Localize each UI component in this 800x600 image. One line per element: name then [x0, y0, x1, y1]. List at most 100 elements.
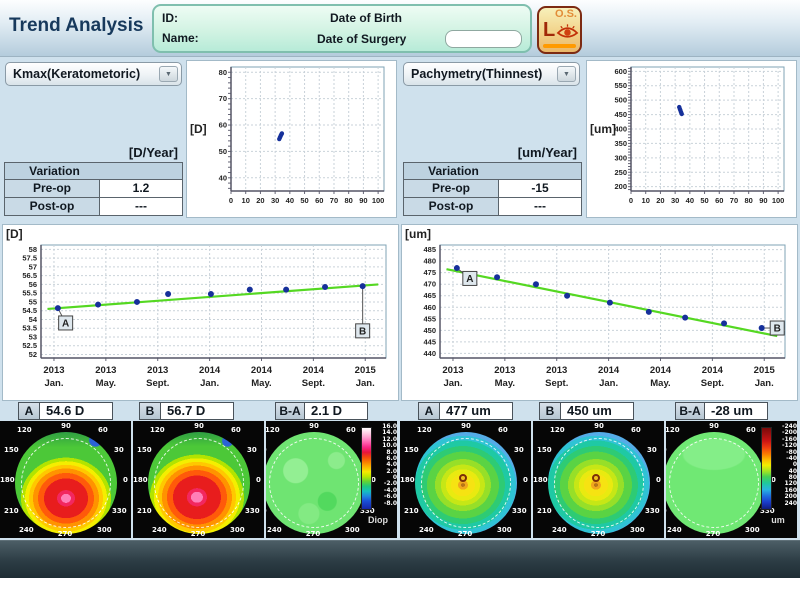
topography-map-axial-difference-map: 901206015030180021033024030027016.014.01…	[266, 421, 397, 538]
table-row: Pre-op -15	[403, 180, 582, 198]
marker-a-label: A	[18, 402, 40, 420]
svg-text:470: 470	[423, 280, 436, 289]
svg-text:300: 300	[614, 153, 627, 162]
pachymetry-scatter-panel: 200 250 300 350 400 450 500 550 600 0 10 20 30 40 50 60…	[586, 60, 797, 218]
svg-text:[D]: [D]	[190, 122, 207, 136]
scale-tick-label: -240	[781, 423, 797, 430]
svg-text:400: 400	[614, 125, 627, 134]
result-b-right: B 450 um	[539, 402, 634, 420]
marker-diff-value: 2.1 D	[304, 402, 368, 420]
scale-tick-label: 120	[784, 480, 797, 488]
metric-dropdown-left-value: Kmax(Keratometoric)	[13, 67, 141, 81]
scale-tick-label: 40	[788, 467, 797, 475]
map-core: 90 120 60 150 30 180 0 210 330 240 300 270	[0, 421, 131, 538]
svg-text:56.5: 56.5	[22, 271, 37, 280]
svg-text:Jan.: Jan.	[356, 378, 375, 389]
table-row: Post-op ---	[4, 198, 183, 216]
svg-text:60: 60	[715, 196, 723, 205]
scale-tick-label: 4.0	[386, 461, 397, 469]
rate-unit-right: [um/Year]	[517, 145, 577, 160]
angle-label: 150	[266, 446, 267, 454]
angle-label: 0	[771, 476, 776, 484]
svg-text:May.: May.	[495, 378, 515, 389]
angle-label: 30	[114, 446, 124, 454]
marker-a-value: 477 um	[439, 402, 513, 420]
kmax-scatter-panel: 40 50 60 70 80 0 10 20 30 40 50 60 70 80 90 100 [D]	[186, 60, 397, 218]
preop-value: -15	[499, 180, 582, 198]
result-b-left: B 56.7 D	[139, 402, 234, 420]
angle-label: 330	[645, 507, 660, 515]
svg-text:[um]: [um]	[590, 122, 616, 136]
svg-text:2013: 2013	[442, 365, 463, 376]
svg-text:53.5: 53.5	[22, 324, 37, 333]
kmax-scatter-chart: 40 50 60 70 80 0 10 20 30 40 50 60 70 80 90 100 [D]	[190, 66, 385, 205]
angle-label: 90	[61, 422, 71, 430]
svg-text:[um]: [um]	[405, 227, 431, 241]
result-diff-right: B-A -28 um	[675, 402, 768, 420]
dotted-ring	[421, 438, 511, 528]
map-core: 90 120 60 150 30 180 0 210 330 240 300 270	[400, 421, 531, 538]
angle-label: 330	[112, 507, 127, 515]
svg-text:480: 480	[423, 257, 436, 266]
svg-text:485: 485	[423, 245, 436, 254]
angle-label: 210	[666, 507, 667, 515]
angle-label: 210	[537, 507, 552, 515]
angle-label: 60	[498, 426, 508, 434]
svg-text:30: 30	[671, 196, 679, 205]
angle-label: 90	[709, 422, 719, 430]
scale-tick-label: 10.0	[382, 442, 397, 450]
chevron-down-icon[interactable]: ▼	[159, 66, 178, 82]
preop-label: Pre-op	[4, 180, 100, 198]
angle-label: 150	[137, 446, 152, 454]
svg-text:100: 100	[772, 196, 785, 205]
dotted-ring	[669, 438, 759, 528]
svg-text:55.5: 55.5	[22, 289, 37, 298]
color-scale-unit: um	[771, 515, 785, 525]
angle-label: 0	[123, 476, 128, 484]
angle-label: 0	[523, 476, 528, 484]
table-row: Pre-op 1.2	[4, 180, 183, 198]
angle-label: 210	[404, 507, 419, 515]
svg-text:[D]: [D]	[6, 227, 23, 241]
svg-text:54.5: 54.5	[22, 306, 37, 315]
date-of-birth-label: Date of Birth	[330, 11, 402, 25]
svg-text:20: 20	[656, 196, 664, 205]
date-of-surgery-label: Date of Surgery	[317, 32, 407, 46]
svg-text:30: 30	[271, 196, 279, 205]
angle-label: 270	[590, 530, 606, 538]
angle-label: 30	[247, 446, 257, 454]
svg-text:10: 10	[242, 196, 250, 205]
metric-dropdown-right[interactable]: Pachymetry(Thinnest) ▼	[403, 62, 580, 86]
topography-map-pachymetry-difference-map: 9012060150301800210330240300270-240-200-…	[666, 421, 797, 538]
svg-text:600: 600	[614, 67, 627, 76]
scale-tick-label: -120	[781, 442, 797, 450]
svg-text:20: 20	[256, 196, 264, 205]
svg-text:May.: May.	[650, 378, 670, 389]
svg-text:May.: May.	[96, 378, 116, 389]
left-eye-indicator-button[interactable]: O.S. L	[537, 6, 582, 54]
angle-label: 120	[550, 426, 565, 434]
angle-label: 270	[705, 530, 721, 538]
svg-text:2015: 2015	[754, 365, 776, 376]
dotted-ring	[21, 438, 111, 528]
svg-text:50: 50	[700, 196, 708, 205]
svg-text:2014: 2014	[702, 365, 724, 376]
date-of-surgery-input[interactable]	[445, 30, 522, 48]
svg-text:90: 90	[759, 196, 767, 205]
chevron-down-icon[interactable]: ▼	[557, 66, 576, 82]
svg-text:40: 40	[286, 196, 294, 205]
marker-diff-value: -28 um	[704, 402, 768, 420]
metric-dropdown-left[interactable]: Kmax(Keratometoric) ▼	[5, 62, 182, 86]
svg-text:100: 100	[372, 196, 385, 205]
variation-table-left: Variation Pre-op 1.2 Post-op ---	[4, 162, 183, 216]
svg-text:58: 58	[29, 245, 37, 254]
svg-text:52.5: 52.5	[22, 341, 37, 350]
scale-tick-label: -4.0	[383, 486, 397, 494]
angle-label: 0	[656, 476, 661, 484]
preop-label: Pre-op	[403, 180, 499, 198]
svg-text:80: 80	[345, 196, 353, 205]
dotted-ring	[154, 438, 244, 528]
angle-label: 90	[461, 422, 471, 430]
angle-label: 210	[266, 507, 267, 515]
